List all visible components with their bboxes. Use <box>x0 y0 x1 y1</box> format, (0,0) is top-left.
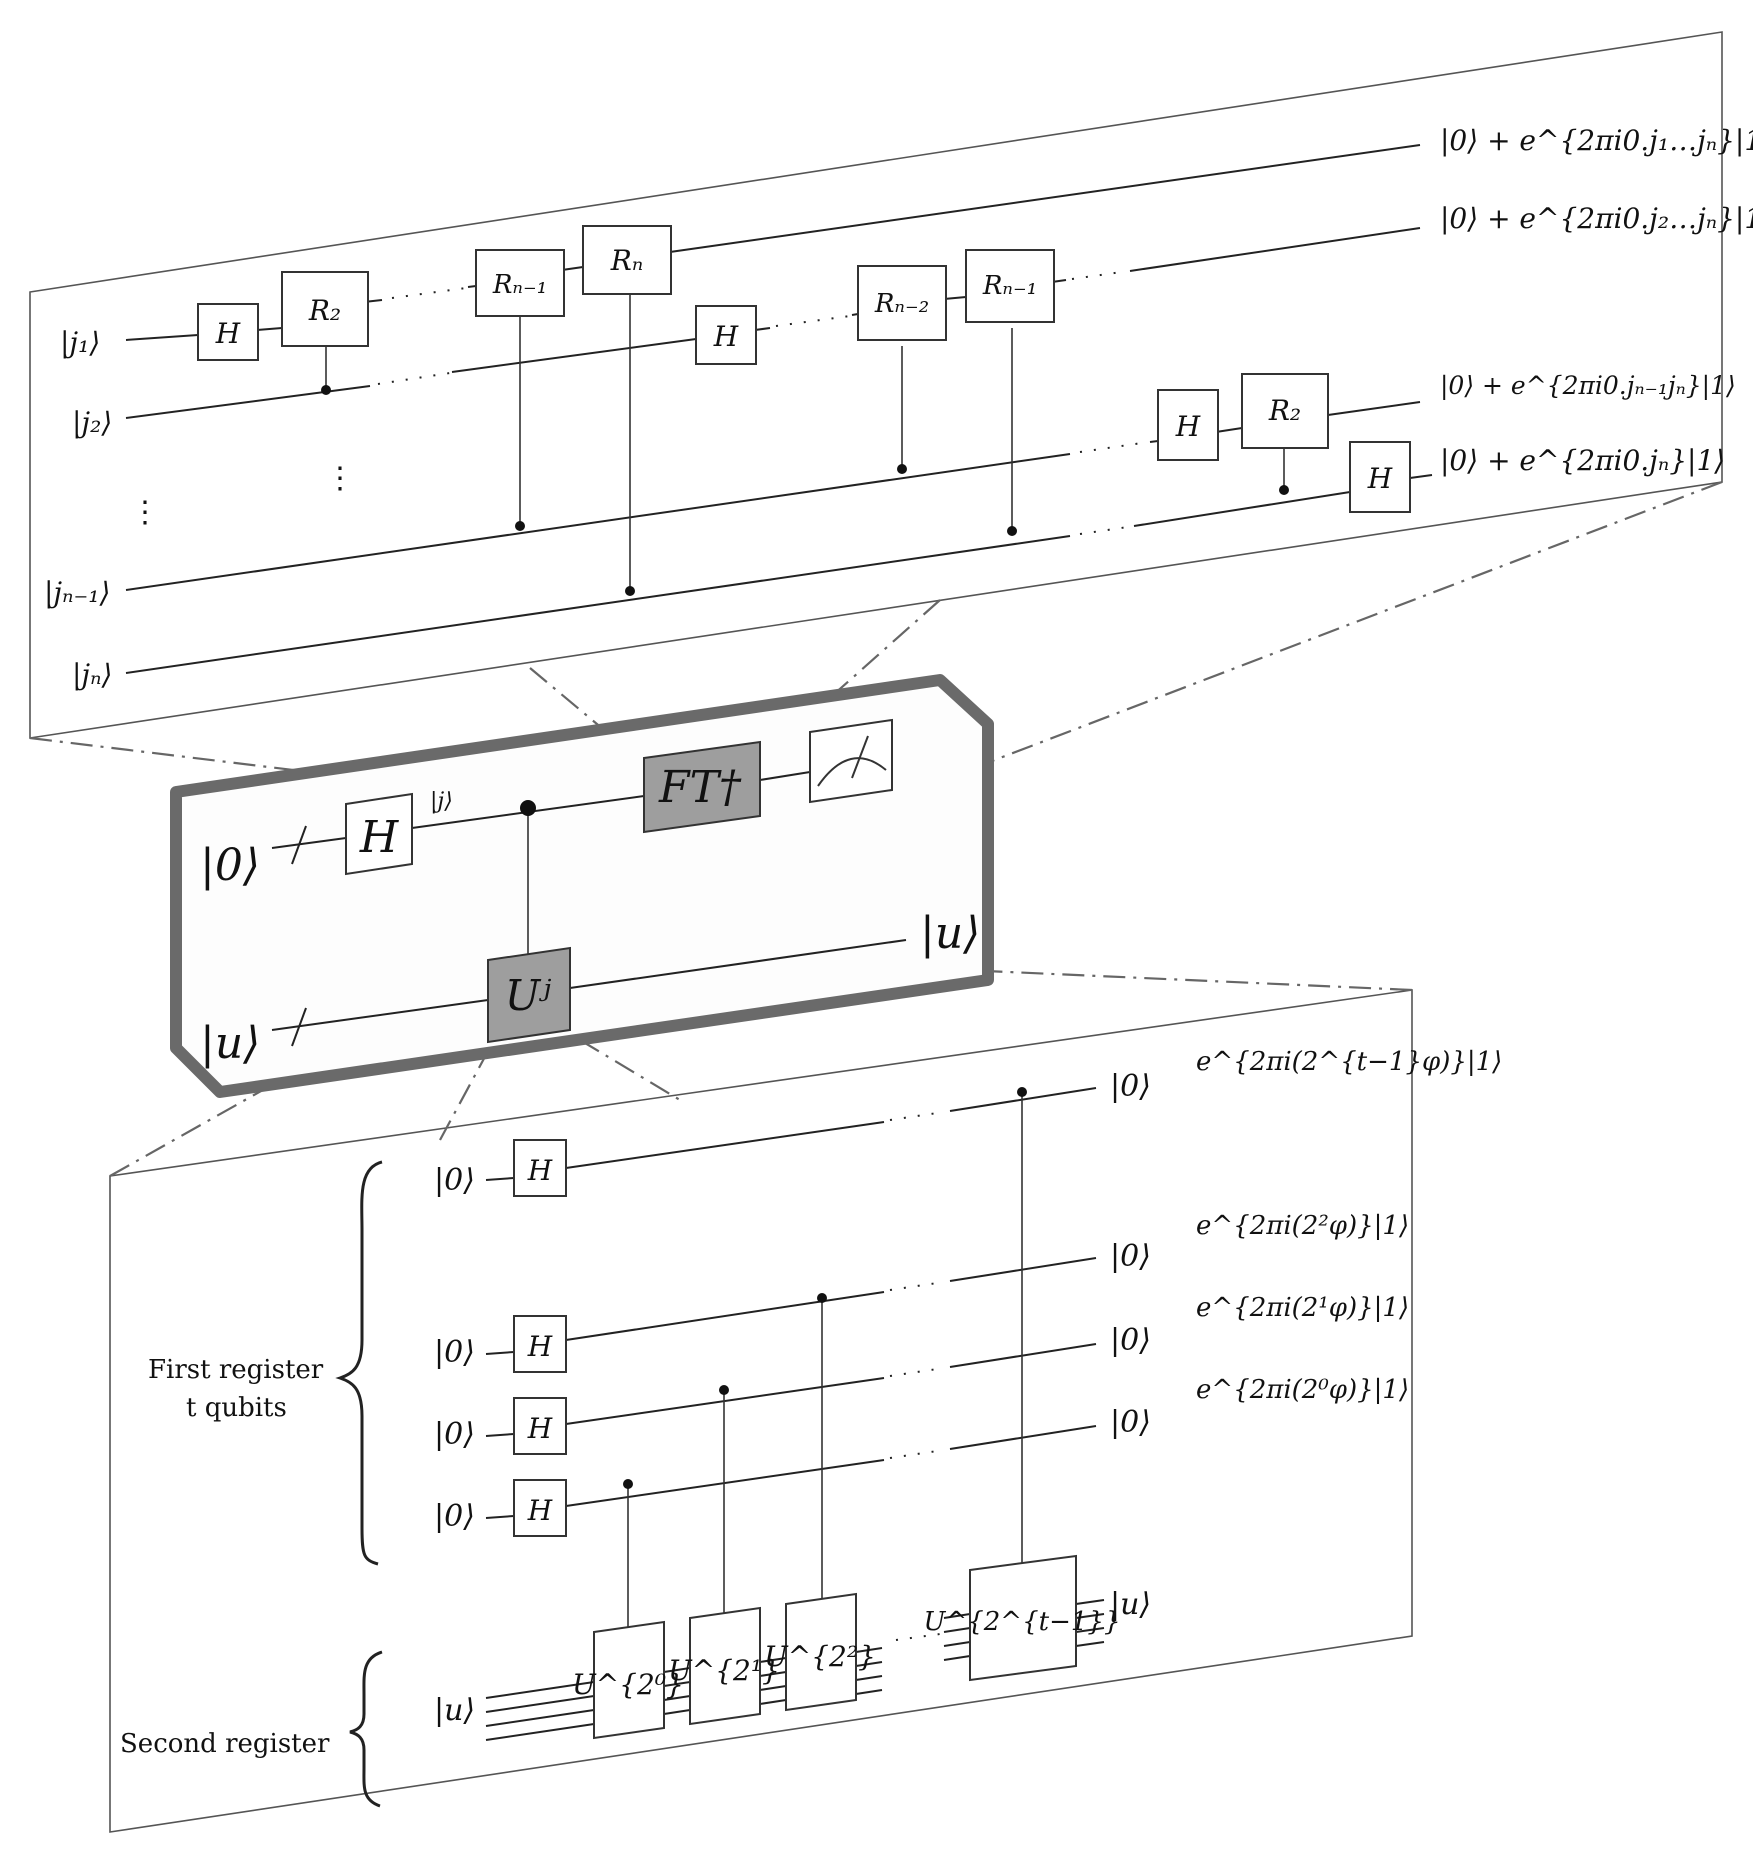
qft-mid-vdots: ⋮ <box>325 461 355 496</box>
phase-h-gates: H H H H <box>513 1139 567 1537</box>
svg-text:Rₙ₋₁: Rₙ₋₁ <box>982 271 1037 301</box>
qft-input-vdots: ⋮ <box>130 495 160 530</box>
u-2-1-gate: U^{2¹} <box>668 1606 780 1726</box>
svg-text:H: H <box>527 1412 553 1445</box>
phase-output-3: |0⟩ <box>1110 1323 1151 1358</box>
overview-input-u: |u⟩ <box>200 1018 260 1069</box>
phase-panel-background <box>109 989 1413 1833</box>
svg-text:U^{2^{t−1}}: U^{2^{t−1}} <box>924 1607 1121 1637</box>
qft-rn2-gate: Rₙ₋₂ <box>857 265 947 341</box>
overview-output-u: |u⟩ <box>920 908 980 959</box>
first-register-label-line2: t qubits <box>186 1393 287 1423</box>
svg-text:Uʲ: Uʲ <box>505 971 552 1020</box>
overview-inverse-qft-gate: FT† <box>643 740 761 834</box>
phase-input-3: |0⟩ <box>434 1417 475 1452</box>
qft-input-jn-1: |jₙ₋₁⟩ <box>44 576 110 609</box>
qft-wires <box>125 144 1433 674</box>
qft-gates: H R₂ Rₙ₋₁ Rₙ H Rₙ₋₂ <box>197 225 1411 513</box>
qft-h-gate-4: H <box>1349 441 1411 513</box>
phase-wires <box>485 1087 1097 1519</box>
qft-output-3: |0⟩ + e^{2πi0.jₙ₋₁jₙ}|1⟩ <box>1440 371 1736 401</box>
qft-input-j1: |j₁⟩ <box>60 326 100 359</box>
svg-text:H: H <box>1175 410 1201 443</box>
u-2-0-gate: U^{2⁰} <box>572 1620 684 1740</box>
phase-output-2: |0⟩ <box>1110 1239 1151 1274</box>
phase-h-gate-2: H <box>513 1315 567 1373</box>
phase-input-1: |0⟩ <box>434 1163 475 1198</box>
overview-wires <box>271 771 907 1047</box>
u-2-2-gate: U^{2²} <box>764 1592 876 1712</box>
qft-rn1-gate-2: Rₙ₋₁ <box>965 249 1055 323</box>
svg-text:H: H <box>215 317 241 350</box>
phase-control-lines <box>623 1087 1027 1632</box>
svg-text:R₂: R₂ <box>308 294 341 327</box>
svg-text:H: H <box>527 1494 553 1527</box>
svg-text:R₂: R₂ <box>1268 394 1301 427</box>
qft-output-1: |0⟩ + e^{2πi0.j₁…jₙ}|1⟩ <box>1440 124 1753 157</box>
overview-frame <box>170 674 994 1098</box>
svg-text:H: H <box>527 1330 553 1363</box>
phase-output-u: |u⟩ <box>1110 1587 1151 1622</box>
phase-values: e^{2πi(2^{t−1}φ)}|1⟩ e^{2πi(2²φ)}|1⟩ e^{… <box>1196 1047 1502 1405</box>
phase-h-gate-3: H <box>513 1397 567 1455</box>
phase-h-gate-1: H <box>513 1139 567 1197</box>
svg-text:Rₙ₋₂: Rₙ₋₂ <box>874 289 929 319</box>
second-register-label: Second register <box>120 1729 330 1759</box>
qft-rn-gate: Rₙ <box>582 225 672 295</box>
phase-output-4: |0⟩ <box>1110 1405 1151 1440</box>
qft-r2-gate-2: R₂ <box>1241 373 1329 449</box>
overview-panel: |0⟩ |u⟩ |j⟩ H FT† Uʲ |u⟩ <box>170 674 994 1098</box>
qft-output-4: |0⟩ + e^{2πi0.jₙ}|1⟩ <box>1440 444 1725 477</box>
phase-input-2: |0⟩ <box>434 1335 475 1370</box>
overview-h-gate: H <box>345 792 413 876</box>
qft-input-jn: |jₙ⟩ <box>72 658 112 691</box>
qft-rn1-gate-1: Rₙ₋₁ <box>475 249 565 317</box>
qft-h-gate-1: H <box>197 303 259 361</box>
qft-h-gate-3: H <box>1157 389 1219 461</box>
second-register-wires <box>485 1599 1105 1741</box>
svg-text:U^{2⁰}: U^{2⁰} <box>572 1668 684 1701</box>
qft-outputs: |0⟩ + e^{2πi0.j₁…jₙ}|1⟩ |0⟩ + e^{2πi0.j₂… <box>1440 124 1753 477</box>
controlled-u-gates: U^{2⁰} U^{2¹} U^{2²} U^{2^{t−1}} <box>572 1554 1121 1740</box>
phase-h-gate-4: H <box>513 1479 567 1537</box>
qft-h-gate-2: H <box>695 305 757 365</box>
qft-output-2: |0⟩ + e^{2πi0.j₂…jₙ}|1⟩ <box>1440 202 1753 235</box>
second-register-brace <box>349 1650 383 1808</box>
svg-text:H: H <box>527 1154 553 1187</box>
svg-text:H: H <box>713 320 739 353</box>
overview-input-0: |0⟩ <box>200 840 260 891</box>
measurement-meter-icon <box>809 718 893 804</box>
overview-wire-label-j: |j⟩ <box>430 789 453 814</box>
phase-input-4: |0⟩ <box>434 1499 475 1534</box>
qft-input-j2: |j₂⟩ <box>72 406 112 439</box>
svg-text:H: H <box>1367 462 1393 495</box>
svg-text:U^{2²}: U^{2²} <box>764 1640 876 1673</box>
phase-value-2-1: e^{2πi(2¹φ)}|1⟩ <box>1196 1293 1409 1323</box>
phase-panel: First register t qubits Second register … <box>109 989 1502 1833</box>
overview-controlled-u-gate: Uʲ <box>487 946 571 1044</box>
phase-value-2-2: e^{2πi(2²φ)}|1⟩ <box>1196 1211 1409 1241</box>
qft-inputs: |j₁⟩ |j₂⟩ ⋮ |jₙ₋₁⟩ |jₙ⟩ ⋮ <box>44 326 355 691</box>
svg-text:FT†: FT† <box>658 762 742 813</box>
first-register-label-line1: First register <box>148 1355 324 1385</box>
qft-panel: H R₂ Rₙ₋₁ Rₙ H Rₙ₋₂ <box>29 31 1753 739</box>
phase-input-u: |u⟩ <box>434 1693 475 1728</box>
svg-text:Rₙ₋₁: Rₙ₋₁ <box>492 270 547 300</box>
first-register-brace <box>335 1160 383 1566</box>
svg-text:U^{2¹}: U^{2¹} <box>668 1654 780 1687</box>
phase-inputs: |0⟩ |0⟩ |0⟩ |0⟩ |u⟩ <box>434 1163 475 1728</box>
phase-output-1: |0⟩ <box>1110 1069 1151 1104</box>
phase-value-t-1: e^{2πi(2^{t−1}φ)}|1⟩ <box>1196 1047 1502 1077</box>
svg-text:H: H <box>359 812 400 863</box>
u-2-t-1-gate: U^{2^{t−1}} <box>924 1554 1121 1682</box>
qft-r2-gate-1: R₂ <box>281 271 369 347</box>
phase-value-2-0: e^{2πi(2⁰φ)}|1⟩ <box>1196 1375 1409 1405</box>
svg-text:Rₙ: Rₙ <box>610 244 643 277</box>
phase-outputs: |0⟩ |0⟩ |0⟩ |0⟩ |u⟩ <box>1110 1069 1151 1622</box>
qft-control-lines <box>321 292 1289 596</box>
